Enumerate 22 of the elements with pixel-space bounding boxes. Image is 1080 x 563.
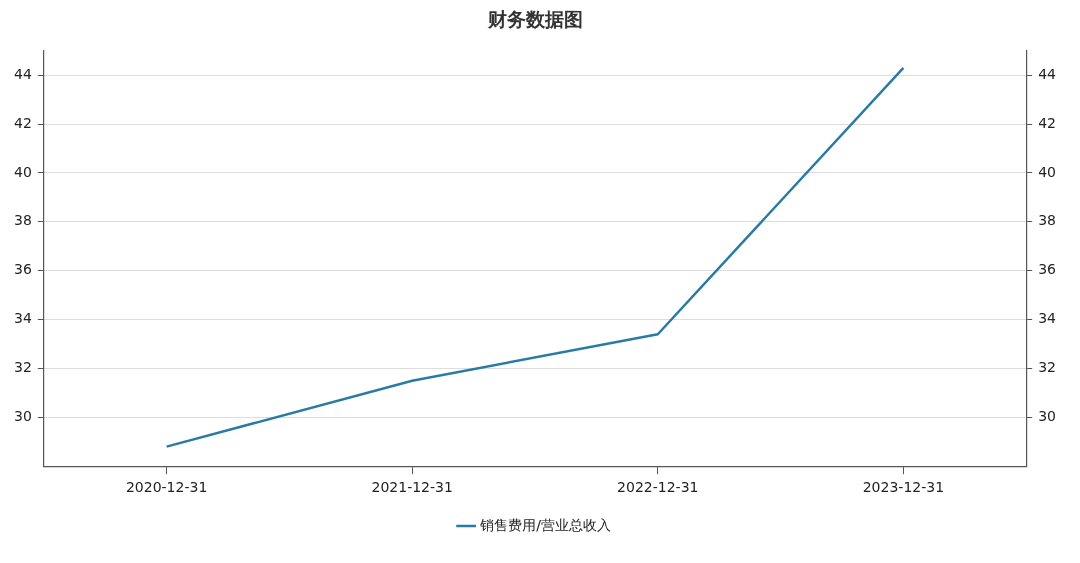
y2-tick-label: 36: [1038, 261, 1057, 278]
chart-title: 财务数据图: [486, 8, 583, 31]
y2-tick-label: 38: [1038, 212, 1057, 229]
y-tick-label: 32: [13, 359, 32, 376]
y2-tick-label: 44: [1038, 65, 1057, 82]
y-tick-label: 44: [13, 65, 32, 82]
y2-tick-label: 34: [1038, 310, 1057, 327]
y-tick-label: 40: [13, 163, 32, 180]
y-tick-label: 38: [13, 212, 32, 229]
x-tick-label: 2020-12-31: [125, 479, 208, 496]
y-tick-label: 42: [13, 114, 32, 131]
y-tick-label: 36: [13, 261, 32, 278]
x-tick-label: 2021-12-31: [371, 479, 453, 496]
y-tick-label: 30: [13, 407, 32, 424]
legend-label: 销售费用/营业总收入: [479, 516, 611, 533]
x-tick-label: 2022-12-31: [617, 479, 699, 496]
y2-tick-label: 40: [1038, 163, 1057, 180]
y-tick-label: 34: [13, 310, 32, 327]
x-tick-label: 2023-12-31: [862, 479, 945, 496]
y2-tick-label: 42: [1038, 114, 1057, 131]
y2-tick-label: 30: [1038, 407, 1057, 424]
y2-tick-label: 32: [1038, 359, 1057, 376]
